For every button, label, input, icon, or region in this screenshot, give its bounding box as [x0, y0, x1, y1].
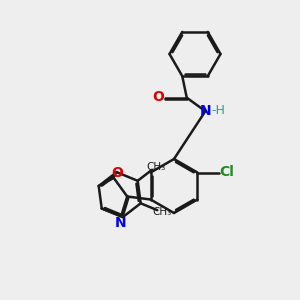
Text: -H: -H	[211, 104, 225, 117]
Text: N: N	[115, 216, 126, 230]
Text: O: O	[111, 166, 123, 179]
Text: N: N	[200, 104, 211, 118]
Text: CH₃: CH₃	[147, 161, 166, 172]
Text: Cl: Cl	[219, 166, 234, 179]
Text: CH₃: CH₃	[153, 207, 172, 217]
Text: O: O	[153, 90, 164, 104]
